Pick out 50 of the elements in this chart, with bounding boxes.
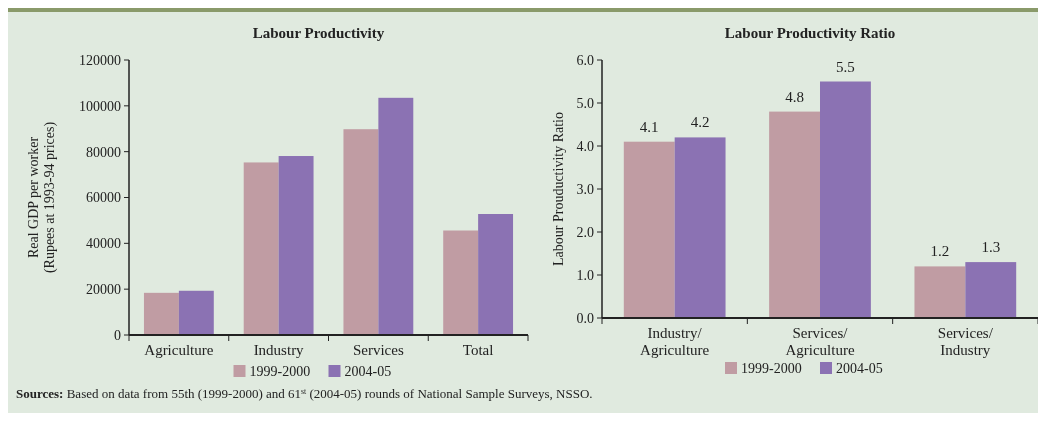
bar xyxy=(820,81,871,318)
y-tick-label: 100000 xyxy=(79,98,121,114)
x-tick-label: Industry/ Agriculture xyxy=(640,325,710,358)
data-label: 1.3 xyxy=(981,239,1001,256)
y-tick-label: 120000 xyxy=(79,52,121,68)
bar xyxy=(674,137,726,318)
legend-label: 2004-05 xyxy=(344,364,392,379)
bar xyxy=(343,129,379,335)
bar xyxy=(443,230,479,335)
bar xyxy=(623,141,675,318)
y-axis-title: Real GDP per worker (Rupees at 1993-94 prices) xyxy=(26,121,58,274)
bar xyxy=(243,162,279,335)
x-tick-label: Services/ Agriculture xyxy=(785,325,855,358)
x-tick-label: Services xyxy=(352,342,404,358)
chart-title: Labour Productivity Ratio xyxy=(724,25,896,41)
y-tick-label: 1.0 xyxy=(576,267,594,283)
chart-title: Labour Productivity xyxy=(252,25,385,41)
y-tick-label: 0.0 xyxy=(576,310,594,326)
y-tick-label: 60000 xyxy=(86,190,121,206)
y-tick-label: 80000 xyxy=(86,144,121,160)
x-tick-label: Total xyxy=(462,342,494,358)
legend-label: 1999-2000 xyxy=(741,361,802,376)
y-tick-label: 40000 xyxy=(86,236,121,252)
bar xyxy=(478,214,514,335)
data-label: 5.5 xyxy=(836,58,855,75)
bar xyxy=(378,97,414,335)
bar xyxy=(914,266,966,318)
x-tick-label: Industry xyxy=(253,342,305,358)
x-tick-label: Services/ Industry xyxy=(937,325,994,358)
y-axis-title: Labour Prouductivity Ratio xyxy=(551,112,566,266)
x-tick-label: Agriculture xyxy=(144,342,214,358)
data-label: 4.1 xyxy=(639,118,659,135)
legend-label: 1999-2000 xyxy=(249,364,311,379)
legend-label: 2004-05 xyxy=(836,361,883,376)
bar xyxy=(278,156,314,335)
data-label: 1.2 xyxy=(930,243,950,260)
source-note: Sources: Based on data from 55th (1999-2000) and 61$^{st}$ (2004-05) rounds of National Sample Surveys, NSSO. xyxy=(16,386,593,401)
y-tick-label: 3.0 xyxy=(576,181,594,197)
y-tick-label: 6.0 xyxy=(576,52,594,68)
y-tick-label: 2.0 xyxy=(576,224,594,240)
bar xyxy=(769,111,820,318)
data-label: 4.2 xyxy=(690,114,710,131)
y-tick-label: 0 xyxy=(114,327,121,343)
data-label: 4.8 xyxy=(785,88,804,105)
y-tick-label: 4.0 xyxy=(576,138,594,154)
bar xyxy=(965,262,1017,318)
bar xyxy=(143,292,179,335)
y-tick-label: 20000 xyxy=(86,282,121,298)
bar xyxy=(178,290,214,335)
y-tick-label: 5.0 xyxy=(576,95,594,111)
